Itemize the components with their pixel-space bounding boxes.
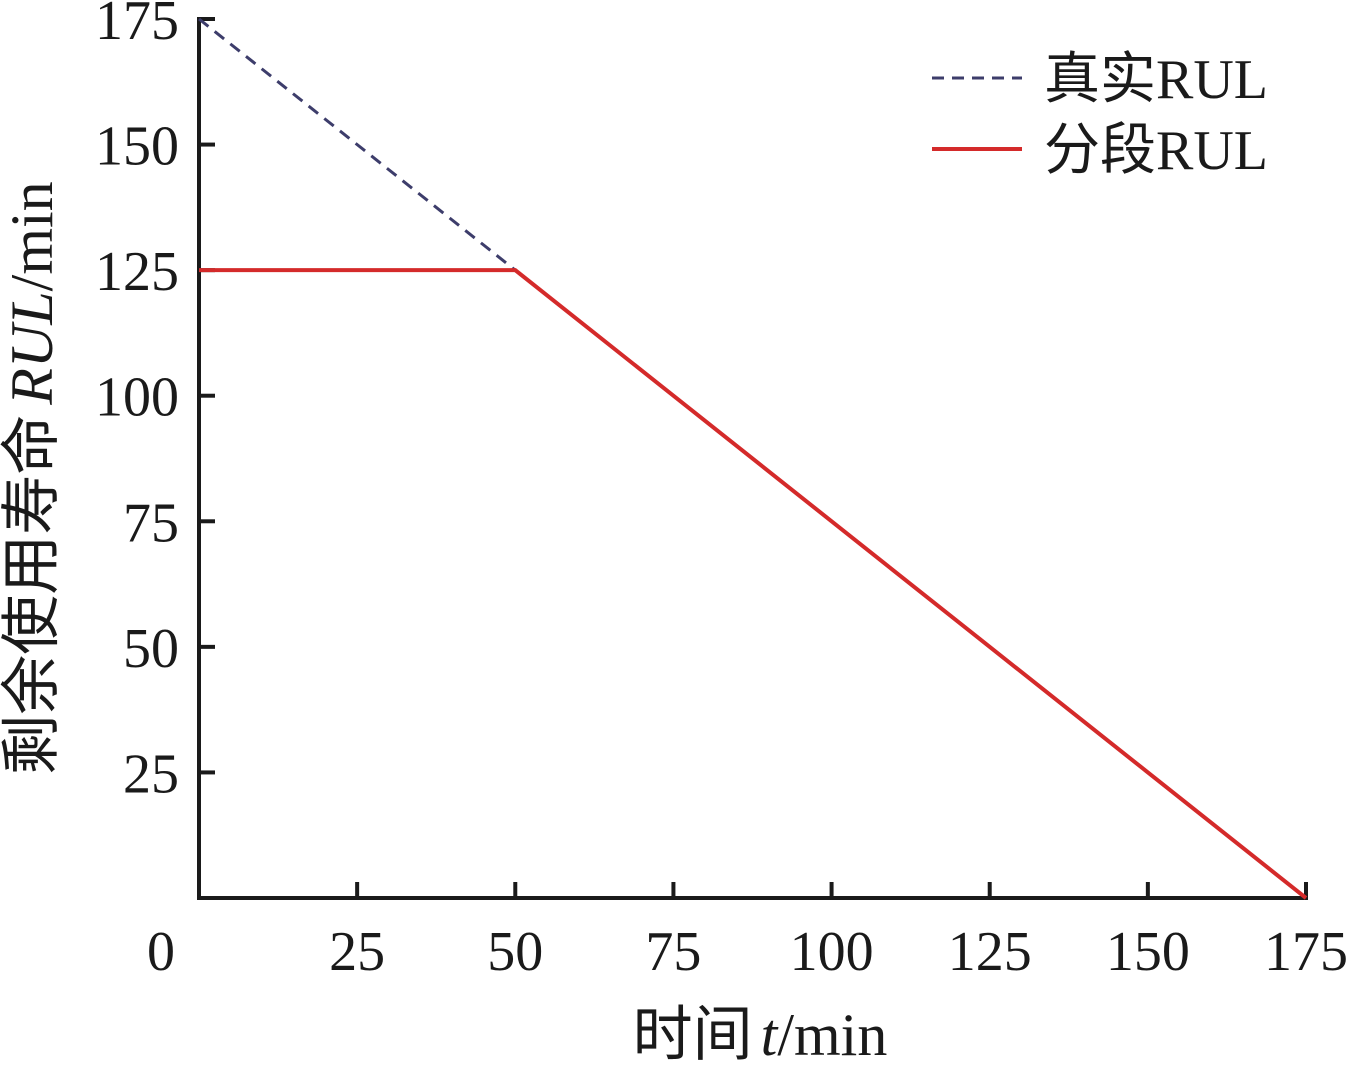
y-axis-title: 剩余使用寿命 RUL/min <box>0 181 65 774</box>
x-axis-title-prefix: 时间 <box>633 1002 753 1067</box>
y-tick-label: 75 <box>123 492 179 554</box>
x-tick-label: 100 <box>790 921 874 983</box>
x-tick-label: 175 <box>1264 921 1348 983</box>
y-axis-title-unit: /min <box>0 181 65 291</box>
x-tick-label: 0 <box>147 921 175 983</box>
ticks: 0 25 50 75 100 125 150 175 25 50 75 100 125 150 175 <box>95 0 1348 983</box>
y-tick-label: 175 <box>95 0 179 52</box>
y-axis-title-prefix: 剩余使用寿命 <box>0 415 65 775</box>
y-tick-label: 150 <box>95 116 179 178</box>
x-tick-label: 50 <box>487 921 543 983</box>
y-axis-title-var: RUL <box>0 291 65 405</box>
y-tick-label: 50 <box>123 618 179 680</box>
series-line-piecewise-rul <box>199 268 1308 900</box>
x-tick-label: 125 <box>948 921 1032 983</box>
y-tick-label: 100 <box>95 367 179 429</box>
legend-label: 真实RUL <box>1044 49 1268 111</box>
x-axis-title-unit: /min <box>777 1002 887 1067</box>
axes <box>197 17 1308 900</box>
y-tick-label: 25 <box>123 743 179 805</box>
x-tick-label: 75 <box>645 921 701 983</box>
x-axis-title-var: t <box>761 1002 779 1067</box>
series-group <box>198 17 1308 900</box>
y-tick-label: 125 <box>95 241 179 303</box>
legend-label: 分段RUL <box>1044 120 1268 182</box>
x-tick-label: 25 <box>329 921 385 983</box>
x-axis-title: 时间 t/min <box>633 1002 888 1067</box>
legend: 真实RUL 分段RUL <box>932 49 1268 182</box>
x-tick-label: 150 <box>1106 921 1190 983</box>
